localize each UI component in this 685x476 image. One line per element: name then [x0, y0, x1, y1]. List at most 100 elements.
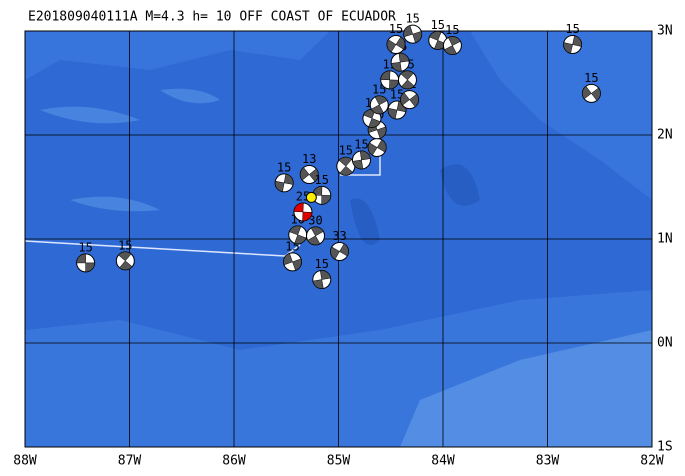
focal-mechanism [581, 83, 601, 103]
compressional-quadrant [395, 36, 406, 50]
depth-label: 15 [315, 173, 329, 187]
compressional-quadrant [319, 270, 331, 280]
compressional-quadrant [339, 165, 353, 176]
compressional-quadrant [300, 167, 310, 181]
compressional-quadrant [283, 253, 293, 266]
compressional-quadrant [283, 173, 294, 185]
focal-mechanism [312, 270, 332, 290]
focal-mechanism [76, 253, 96, 273]
compressional-quadrant [339, 243, 349, 257]
compressional-quadrant [386, 39, 397, 53]
x-tick-label: 88W [13, 454, 37, 469]
compressional-quadrant [293, 202, 304, 213]
depth-label: 15 [78, 240, 92, 254]
compressional-quadrant [321, 195, 332, 205]
compressional-quadrant [76, 253, 86, 264]
depth-label: 15 [405, 12, 419, 26]
compressional-quadrant [563, 42, 573, 54]
focal-mechanism [312, 185, 332, 205]
focal-mechanism [367, 137, 387, 157]
depth-label: 15 [354, 137, 368, 151]
focal-mechanism [299, 165, 319, 185]
compressional-quadrant [374, 95, 388, 106]
depth-label: 15 [339, 144, 353, 158]
x-tick-label: 85W [327, 454, 351, 469]
compressional-quadrant [387, 107, 398, 120]
compressional-quadrant [380, 70, 391, 81]
focal-mechanism [400, 90, 420, 110]
compressional-quadrant [288, 225, 302, 236]
y-tick-label: 1S [657, 440, 673, 455]
y-tick-label: 0N [657, 336, 673, 351]
compressional-quadrant [401, 79, 415, 90]
focal-mechanism [563, 35, 583, 55]
compressional-quadrant [403, 25, 414, 38]
focal-mechanism [274, 173, 294, 193]
compressional-quadrant [352, 159, 364, 170]
compressional-quadrant [370, 104, 384, 115]
depth-label: 15 [431, 18, 445, 32]
focal-mechanism [387, 100, 407, 120]
y-tick-label: 1N [657, 232, 673, 247]
compressional-quadrant [294, 234, 307, 245]
compressional-quadrant [591, 87, 601, 101]
focal-mechanism [306, 226, 326, 246]
focal-mechanism [369, 95, 389, 115]
depth-label: 15 [445, 23, 459, 37]
compressional-quadrant [302, 211, 313, 222]
x-tick-label: 82W [640, 454, 664, 469]
compressional-quadrant [338, 156, 353, 167]
x-tick-label: 86W [222, 454, 246, 469]
depth-label: 15 [315, 257, 329, 271]
x-tick-label: 87W [118, 454, 142, 469]
depth-label: 15 [277, 160, 291, 174]
compressional-quadrant [310, 226, 324, 237]
y-tick-label: 2N [657, 128, 673, 143]
depth-label: 15 [565, 22, 579, 36]
compressional-quadrant [447, 36, 461, 46]
compressional-quadrant [400, 70, 414, 81]
compressional-quadrant [400, 92, 410, 106]
focal-mechanism [288, 225, 308, 245]
depth-label: 33 [332, 229, 346, 243]
compressional-quadrant [330, 246, 340, 260]
compressional-quadrant [572, 35, 582, 47]
compressional-quadrant [409, 93, 419, 108]
compressional-quadrant [307, 235, 321, 246]
compressional-quadrant [582, 85, 592, 100]
focal-mechanism [283, 252, 303, 272]
compressional-quadrant [312, 279, 324, 289]
compressional-quadrant [292, 258, 302, 271]
compressional-quadrant [412, 31, 422, 44]
depth-label: 30 [308, 213, 322, 227]
focal-mechanism [386, 35, 406, 55]
compressional-quadrant [429, 31, 442, 41]
depth-label: 15 [584, 71, 598, 85]
compressional-quadrant [376, 139, 387, 153]
compressional-quadrant [118, 251, 132, 262]
compressional-quadrant [119, 260, 133, 271]
x-tick-label: 84W [431, 454, 455, 469]
compressional-quadrant [359, 150, 371, 161]
y-tick-label: 3N [657, 24, 673, 39]
depth-label: 15 [118, 238, 132, 252]
focal-mechanism [397, 70, 417, 90]
depth-label: 13 [302, 152, 316, 166]
focal-mechanism [293, 202, 313, 222]
compressional-quadrant [444, 45, 457, 55]
compressional-quadrant [368, 118, 381, 128]
focal-mechanism [442, 36, 462, 56]
compressional-quadrant [367, 142, 378, 156]
compressional-quadrant [85, 262, 95, 273]
compressional-quadrant [376, 126, 387, 139]
compressional-quadrant [274, 180, 285, 192]
focal-mechanism [330, 241, 350, 261]
focal-mechanism [115, 251, 135, 271]
focal-mechanism [403, 24, 423, 44]
focal-mechanism [428, 30, 448, 50]
compressional-quadrant [308, 168, 319, 182]
focal-mechanism [351, 150, 371, 170]
depth-label: 15 [389, 22, 403, 36]
